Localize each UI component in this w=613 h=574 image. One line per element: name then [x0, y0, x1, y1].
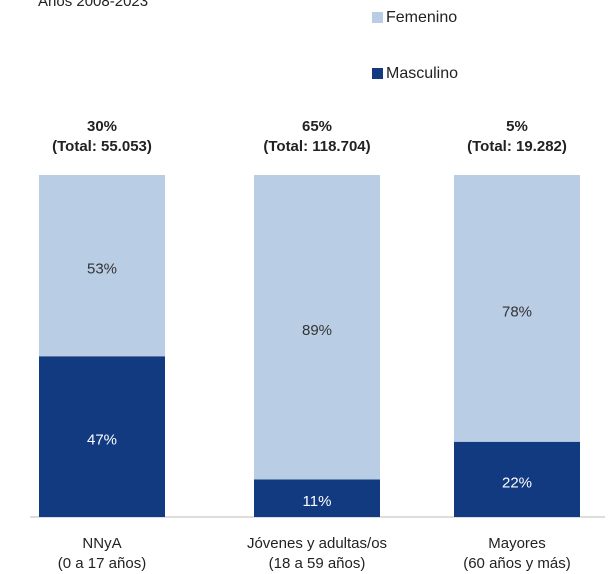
bar-segment	[454, 441, 580, 517]
bar-segment	[254, 479, 380, 517]
legend-label: Femenino	[386, 9, 457, 26]
bar-annotation: 5%	[506, 118, 528, 135]
value-label: 53%	[87, 261, 117, 278]
value-label: 78%	[502, 303, 532, 320]
bar-segment	[254, 175, 380, 480]
value-label: 22%	[502, 474, 532, 491]
x-tick-label: Mayores (60 años y más)	[463, 535, 571, 572]
value-label: 47%	[87, 432, 117, 449]
value-label: 89%	[302, 322, 332, 339]
bar-annotation: 30%	[87, 118, 117, 135]
legend-swatch	[372, 12, 383, 23]
chart-subtitle: Años 2008-2023	[38, 0, 148, 10]
bar-segment	[454, 175, 580, 442]
bar-segment	[39, 175, 165, 357]
bar-annotation: (Total: 19.282)	[467, 138, 567, 155]
bar-annotation: (Total: 118.704)	[263, 138, 370, 155]
bar-segment	[39, 356, 165, 517]
x-tick-label: NNyA (0 a 17 años)	[57, 535, 147, 572]
value-label: 11%	[303, 493, 332, 510]
bar-annotation: (Total: 55.053)	[52, 138, 152, 155]
legend-swatch	[372, 68, 383, 79]
legend-label: Masculino	[386, 65, 458, 82]
bar-annotation: 65%	[302, 118, 332, 135]
x-tick-label: Jóvenes y adultas/os (18 a 59 años)	[246, 535, 388, 572]
